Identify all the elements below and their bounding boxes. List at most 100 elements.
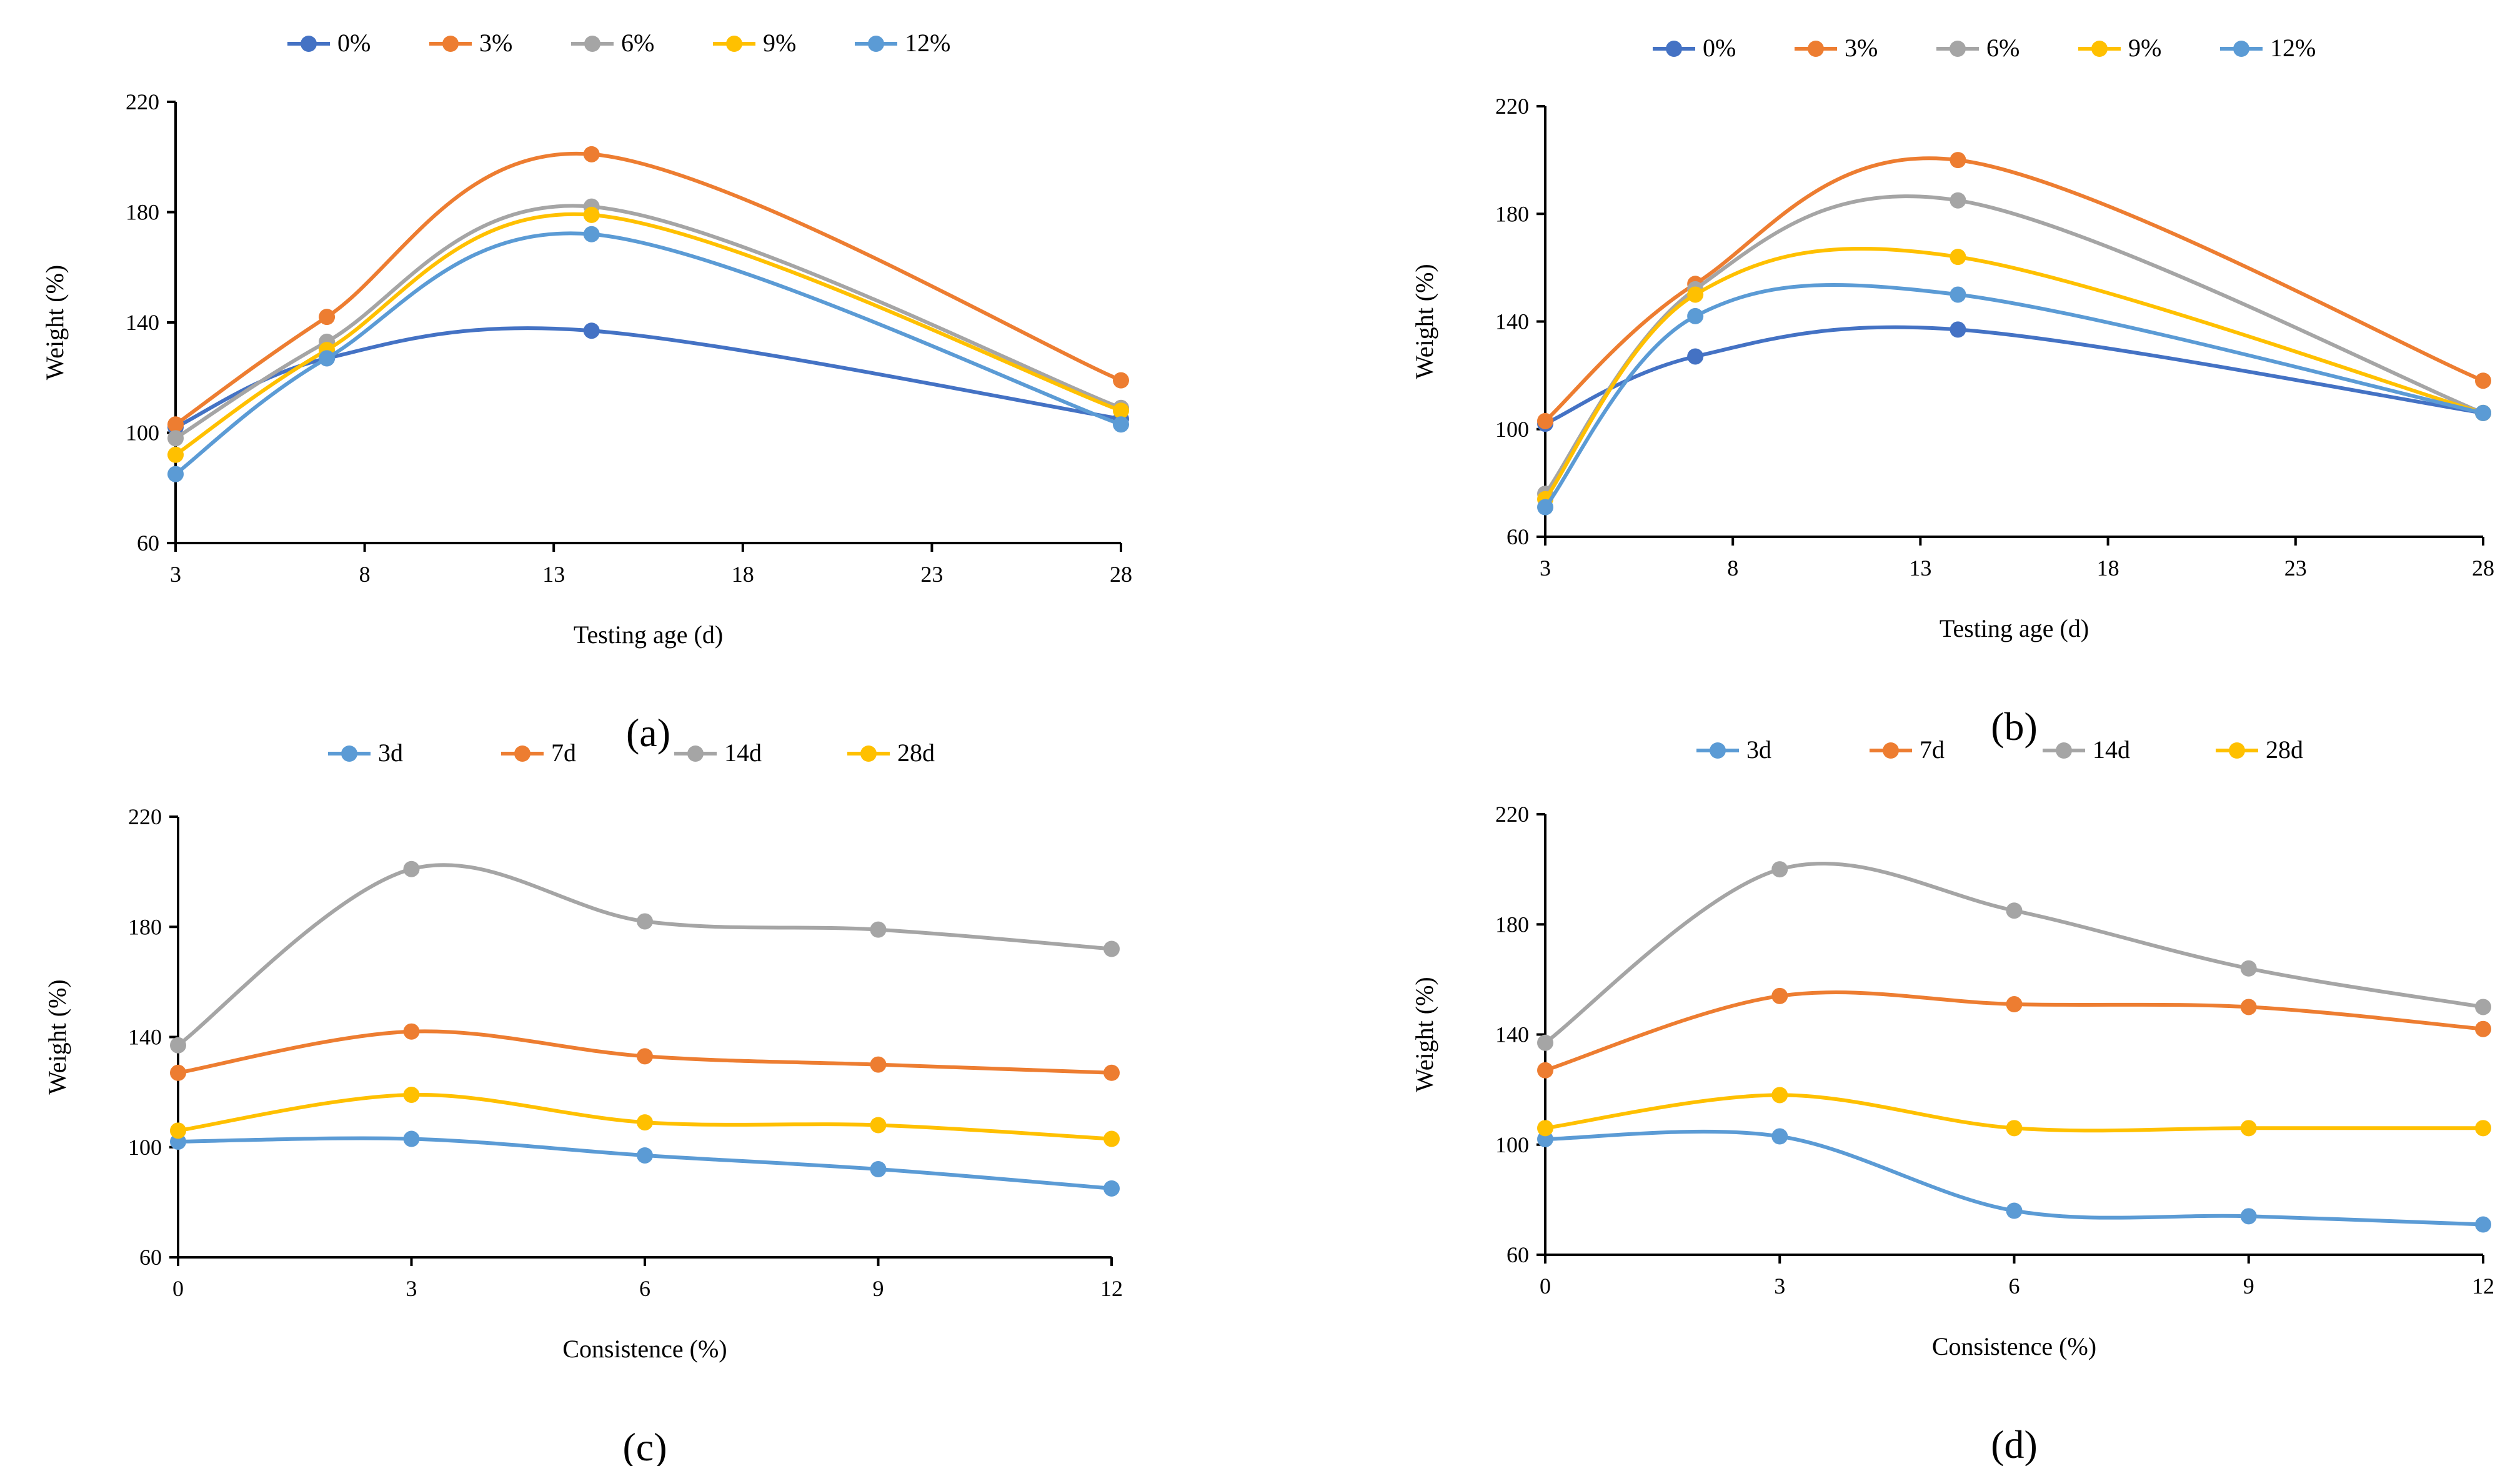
- x-tick-label: 0: [1540, 1274, 1551, 1299]
- data-point: [1771, 1128, 1788, 1145]
- y-tick-label: 100: [1495, 417, 1529, 442]
- data-point: [1103, 1130, 1120, 1147]
- y-tick-label: 60: [137, 531, 159, 556]
- data-point: [2475, 1120, 2491, 1137]
- y-tick-label: 100: [128, 1135, 162, 1160]
- data-point: [870, 1056, 887, 1073]
- y-tick-label: 180: [128, 914, 162, 939]
- data-point: [1687, 307, 1704, 324]
- y-tick-label: 220: [1495, 94, 1529, 119]
- series-28d: [170, 1087, 1120, 1147]
- legend: 3d 7d 14d 28d: [328, 739, 935, 767]
- y-tick-label: 180: [126, 200, 159, 225]
- x-tick-label: 18: [2097, 556, 2119, 581]
- series-line: [174, 212, 1123, 457]
- series-28d: [1537, 1087, 2491, 1137]
- data-point: [1771, 1087, 1788, 1104]
- x-tick-label: 3: [1540, 556, 1551, 581]
- series-3%: [167, 146, 1129, 433]
- series-line: [176, 863, 1113, 1047]
- series-0%: [167, 322, 1129, 436]
- legend-swatch-marker: [1950, 41, 1966, 57]
- legend-item: 3%: [1795, 34, 1878, 62]
- legend-label: 0%: [1703, 34, 1736, 62]
- y-tick-label: 60: [1507, 524, 1529, 549]
- y-tick-label: 180: [1495, 912, 1529, 937]
- series-line: [174, 326, 1123, 429]
- series-line: [1543, 156, 2485, 423]
- legend-label: 0%: [337, 29, 371, 57]
- data-point: [403, 1023, 420, 1040]
- legend-swatch-marker: [2091, 41, 2108, 57]
- data-point: [167, 466, 184, 482]
- data-point: [637, 1114, 653, 1131]
- x-tick-label: 12: [1100, 1276, 1123, 1301]
- legend-label: 28d: [2266, 735, 2303, 764]
- data-point: [2006, 1120, 2023, 1137]
- y-tick-label: 140: [128, 1025, 162, 1050]
- series-line: [1543, 194, 2485, 496]
- x-tick-label: 12: [2472, 1274, 2494, 1299]
- legend-label: 3d: [378, 739, 403, 767]
- chart-panel-b: 60 100 140 180 220 3 8 13 18 23 28 Testing age (d) W…: [1410, 34, 2494, 749]
- x-tick-label: 8: [359, 562, 371, 587]
- legend-swatch-marker: [860, 745, 877, 762]
- x-tick-label: 9: [873, 1276, 884, 1301]
- x-tick-label: 6: [2009, 1274, 2020, 1299]
- y-tick-label: 60: [1507, 1242, 1529, 1267]
- data-point: [170, 1037, 186, 1054]
- y-tick-label: 220: [1495, 802, 1529, 827]
- data-point: [403, 860, 420, 877]
- data-point: [170, 1122, 186, 1139]
- legend-swatch-marker: [514, 745, 530, 762]
- y-tick-label: 100: [1495, 1132, 1529, 1157]
- panel-label: (a): [626, 711, 670, 755]
- x-tick-label: 13: [1909, 556, 1931, 581]
- data-point: [1537, 1062, 1553, 1079]
- legend-item: 12%: [2220, 34, 2316, 62]
- legend-swatch-marker: [584, 36, 600, 52]
- series-line: [1543, 325, 2485, 426]
- x-tick-label: 18: [732, 562, 754, 587]
- x-tick-label: 3: [406, 1276, 417, 1301]
- series-6%: [1537, 192, 2491, 502]
- y-tick-label: 220: [126, 89, 159, 114]
- y-tick-label: 220: [128, 804, 162, 829]
- data-point: [1950, 321, 1966, 338]
- x-tick-label: 9: [2243, 1274, 2254, 1299]
- data-point: [637, 1147, 653, 1164]
- data-point: [1103, 940, 1120, 957]
- legend-label: 7d: [551, 739, 576, 767]
- data-point: [1687, 286, 1704, 303]
- data-point: [2006, 996, 2023, 1013]
- data-point: [1950, 152, 1966, 169]
- data-point: [1103, 1180, 1120, 1197]
- legend-label: 12%: [905, 29, 950, 57]
- legend-label: 3d: [1746, 735, 1771, 764]
- series-3%: [1537, 152, 2491, 429]
- x-axis-title: Consistence (%): [562, 1335, 727, 1363]
- data-point: [2475, 1020, 2491, 1037]
- data-point: [583, 206, 600, 223]
- series-line: [1543, 246, 2485, 501]
- data-point: [2006, 1202, 2023, 1219]
- panel-label: (b): [1991, 704, 2038, 749]
- legend-label: 14d: [724, 739, 762, 767]
- data-point: [637, 1048, 653, 1065]
- legend-swatch-marker: [442, 36, 459, 52]
- series-line: [1543, 283, 2485, 509]
- legend-swatch-marker: [341, 745, 357, 762]
- data-point: [1113, 372, 1129, 389]
- data-point: [2475, 404, 2491, 421]
- legend-swatch-marker: [868, 36, 884, 52]
- y-tick-label: 140: [126, 310, 159, 335]
- x-tick-label: 23: [920, 562, 943, 587]
- data-point: [1113, 402, 1129, 419]
- legend-label: 9%: [2128, 34, 2161, 62]
- data-point: [2475, 372, 2491, 389]
- data-point: [2240, 1208, 2257, 1225]
- legend-item: 3d: [328, 739, 403, 767]
- x-axis-title: Testing age (d): [574, 621, 723, 649]
- data-point: [2240, 1120, 2257, 1137]
- x-tick-label: 6: [639, 1276, 650, 1301]
